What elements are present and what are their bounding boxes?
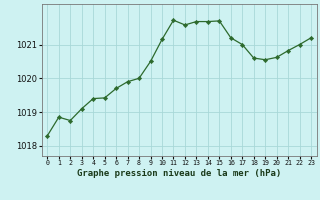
X-axis label: Graphe pression niveau de la mer (hPa): Graphe pression niveau de la mer (hPa) <box>77 169 281 178</box>
